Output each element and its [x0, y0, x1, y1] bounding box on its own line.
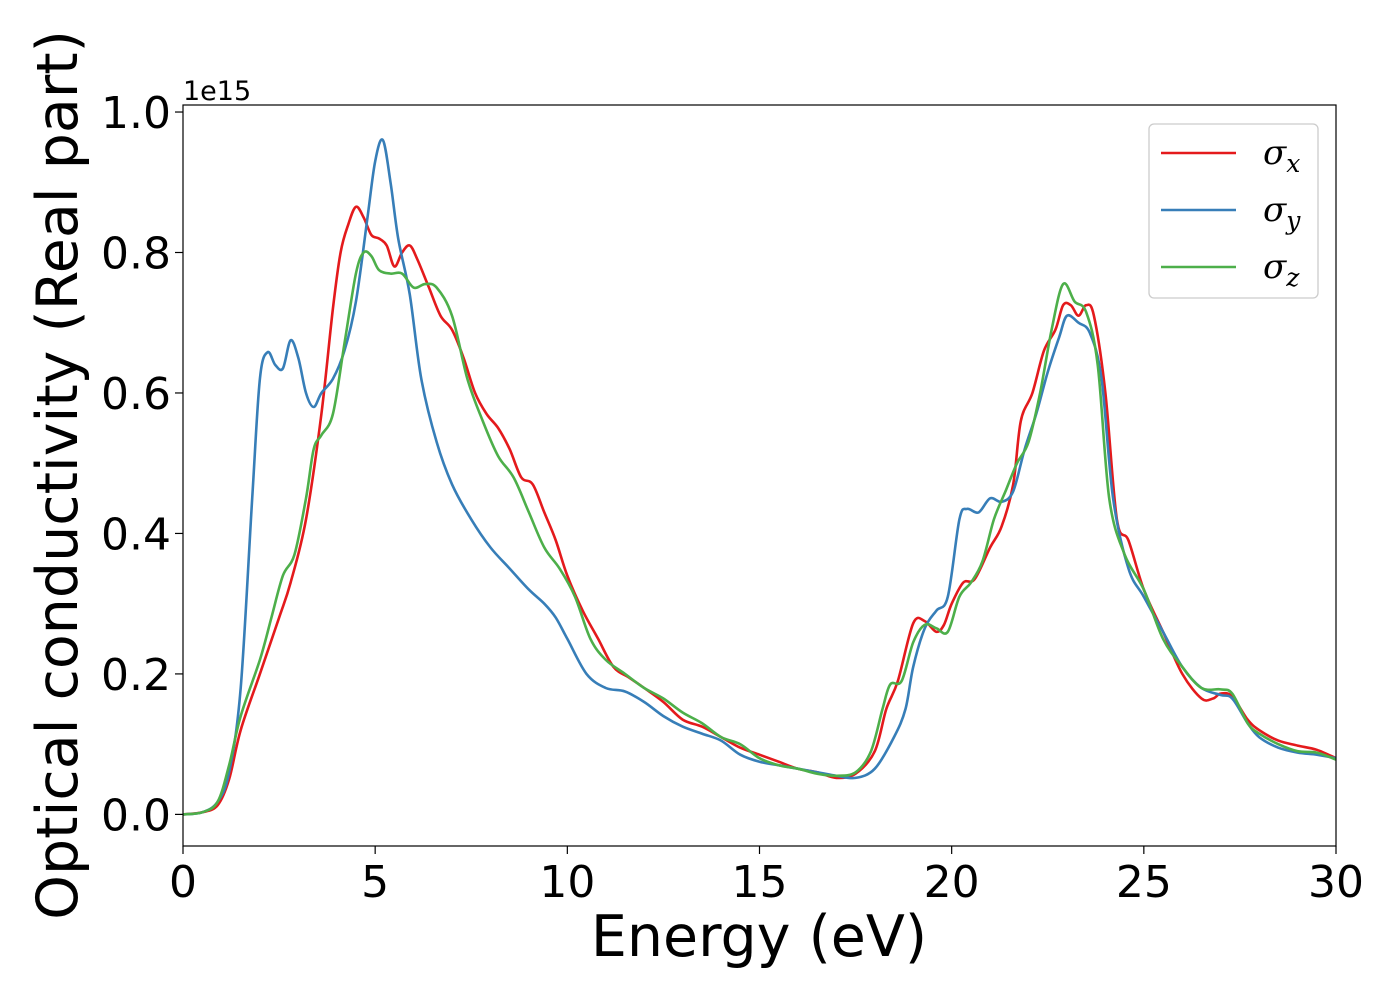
- x-axis-title: Energy (eV): [591, 904, 927, 970]
- y-axis-offset-label: 1e15: [183, 76, 251, 107]
- y-axis-title: Optical conductivity (Real part): [25, 30, 91, 920]
- x-tick-label: 25: [1116, 857, 1172, 908]
- y-tick-label: 0.2: [101, 650, 171, 701]
- series-line-z: [183, 250, 1336, 816]
- plot-lines: [183, 138, 1336, 816]
- series-line-y: [183, 138, 1336, 816]
- y-tick-label: 0.8: [101, 228, 171, 279]
- series-line-x: [183, 205, 1336, 816]
- legend-label-z: σz: [1263, 247, 1300, 292]
- y-tick-label: 0.4: [101, 509, 171, 560]
- x-tick-label: 15: [732, 857, 788, 908]
- x-axis: 0 5 10 15 20 25 30: [169, 846, 1364, 908]
- x-tick-label: 20: [924, 857, 980, 908]
- legend-label-y: σy: [1263, 190, 1301, 235]
- x-tick-label: 30: [1308, 857, 1364, 908]
- x-tick-label: 0: [169, 857, 197, 908]
- y-tick-label: 0.0: [101, 790, 171, 841]
- x-tick-label: 5: [361, 857, 389, 908]
- legend-label-x: σx: [1263, 133, 1300, 178]
- y-axis: 0.0 0.2 0.4 0.6 0.8 1.0: [101, 88, 183, 841]
- legend: σx σy σz: [1148, 123, 1319, 299]
- y-tick-label: 1.0: [101, 88, 171, 139]
- y-tick-label: 0.6: [101, 369, 171, 420]
- x-tick-label: 10: [539, 857, 595, 908]
